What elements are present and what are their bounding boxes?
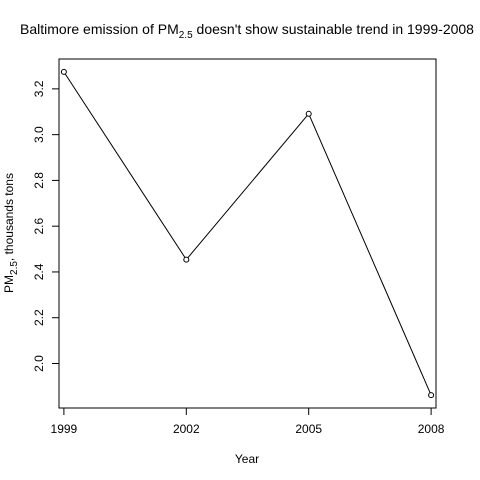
y-axis-label-subscript: 2.5 — [9, 261, 20, 275]
series-line-segment — [187, 115, 308, 258]
chart-title-subscript: 2.5 — [179, 30, 193, 41]
chart-title-prefix: Baltimore emission of PM — [20, 21, 179, 37]
x-tick-label: 2005 — [295, 422, 322, 436]
series — [60, 68, 435, 399]
y-tick-label: 2.8 — [32, 172, 46, 189]
x-axis: 1999 2002 2005 2008 — [51, 407, 445, 436]
series-line-segment — [64, 73, 186, 258]
y-tick-label: 3.2 — [32, 80, 46, 97]
y-axis: 2.0 2.2 2.4 2.6 2.8 3.0 3.2 — [32, 80, 60, 372]
chart-title: Baltimore emission of PM2.5 doesn't show… — [20, 21, 474, 41]
x-tick-label: 2002 — [173, 422, 200, 436]
y-axis-label: PM2.5, thousands tons — [2, 173, 20, 293]
y-tick-label: 2.0 — [32, 355, 46, 372]
y-tick-label: 2.2 — [32, 309, 46, 326]
data-point — [60, 68, 67, 75]
chart-title-suffix: doesn't show sustainable trend in 1999-2… — [193, 21, 475, 37]
x-tick-label: 2008 — [418, 422, 445, 436]
y-tick-label: 3.0 — [32, 126, 46, 143]
data-point — [428, 392, 435, 399]
x-tick-label: 1999 — [51, 422, 78, 436]
y-tick-label: 2.4 — [32, 263, 46, 280]
y-tick-label: 2.6 — [32, 218, 46, 235]
x-axis-label: Year — [235, 452, 259, 466]
y-axis-label-prefix: PM — [2, 275, 16, 293]
y-axis-label-suffix: , thousands tons — [2, 173, 16, 261]
data-point — [183, 256, 190, 263]
data-point — [305, 110, 312, 117]
series-line-segment — [309, 115, 431, 393]
plot-area-frame — [58, 58, 437, 409]
